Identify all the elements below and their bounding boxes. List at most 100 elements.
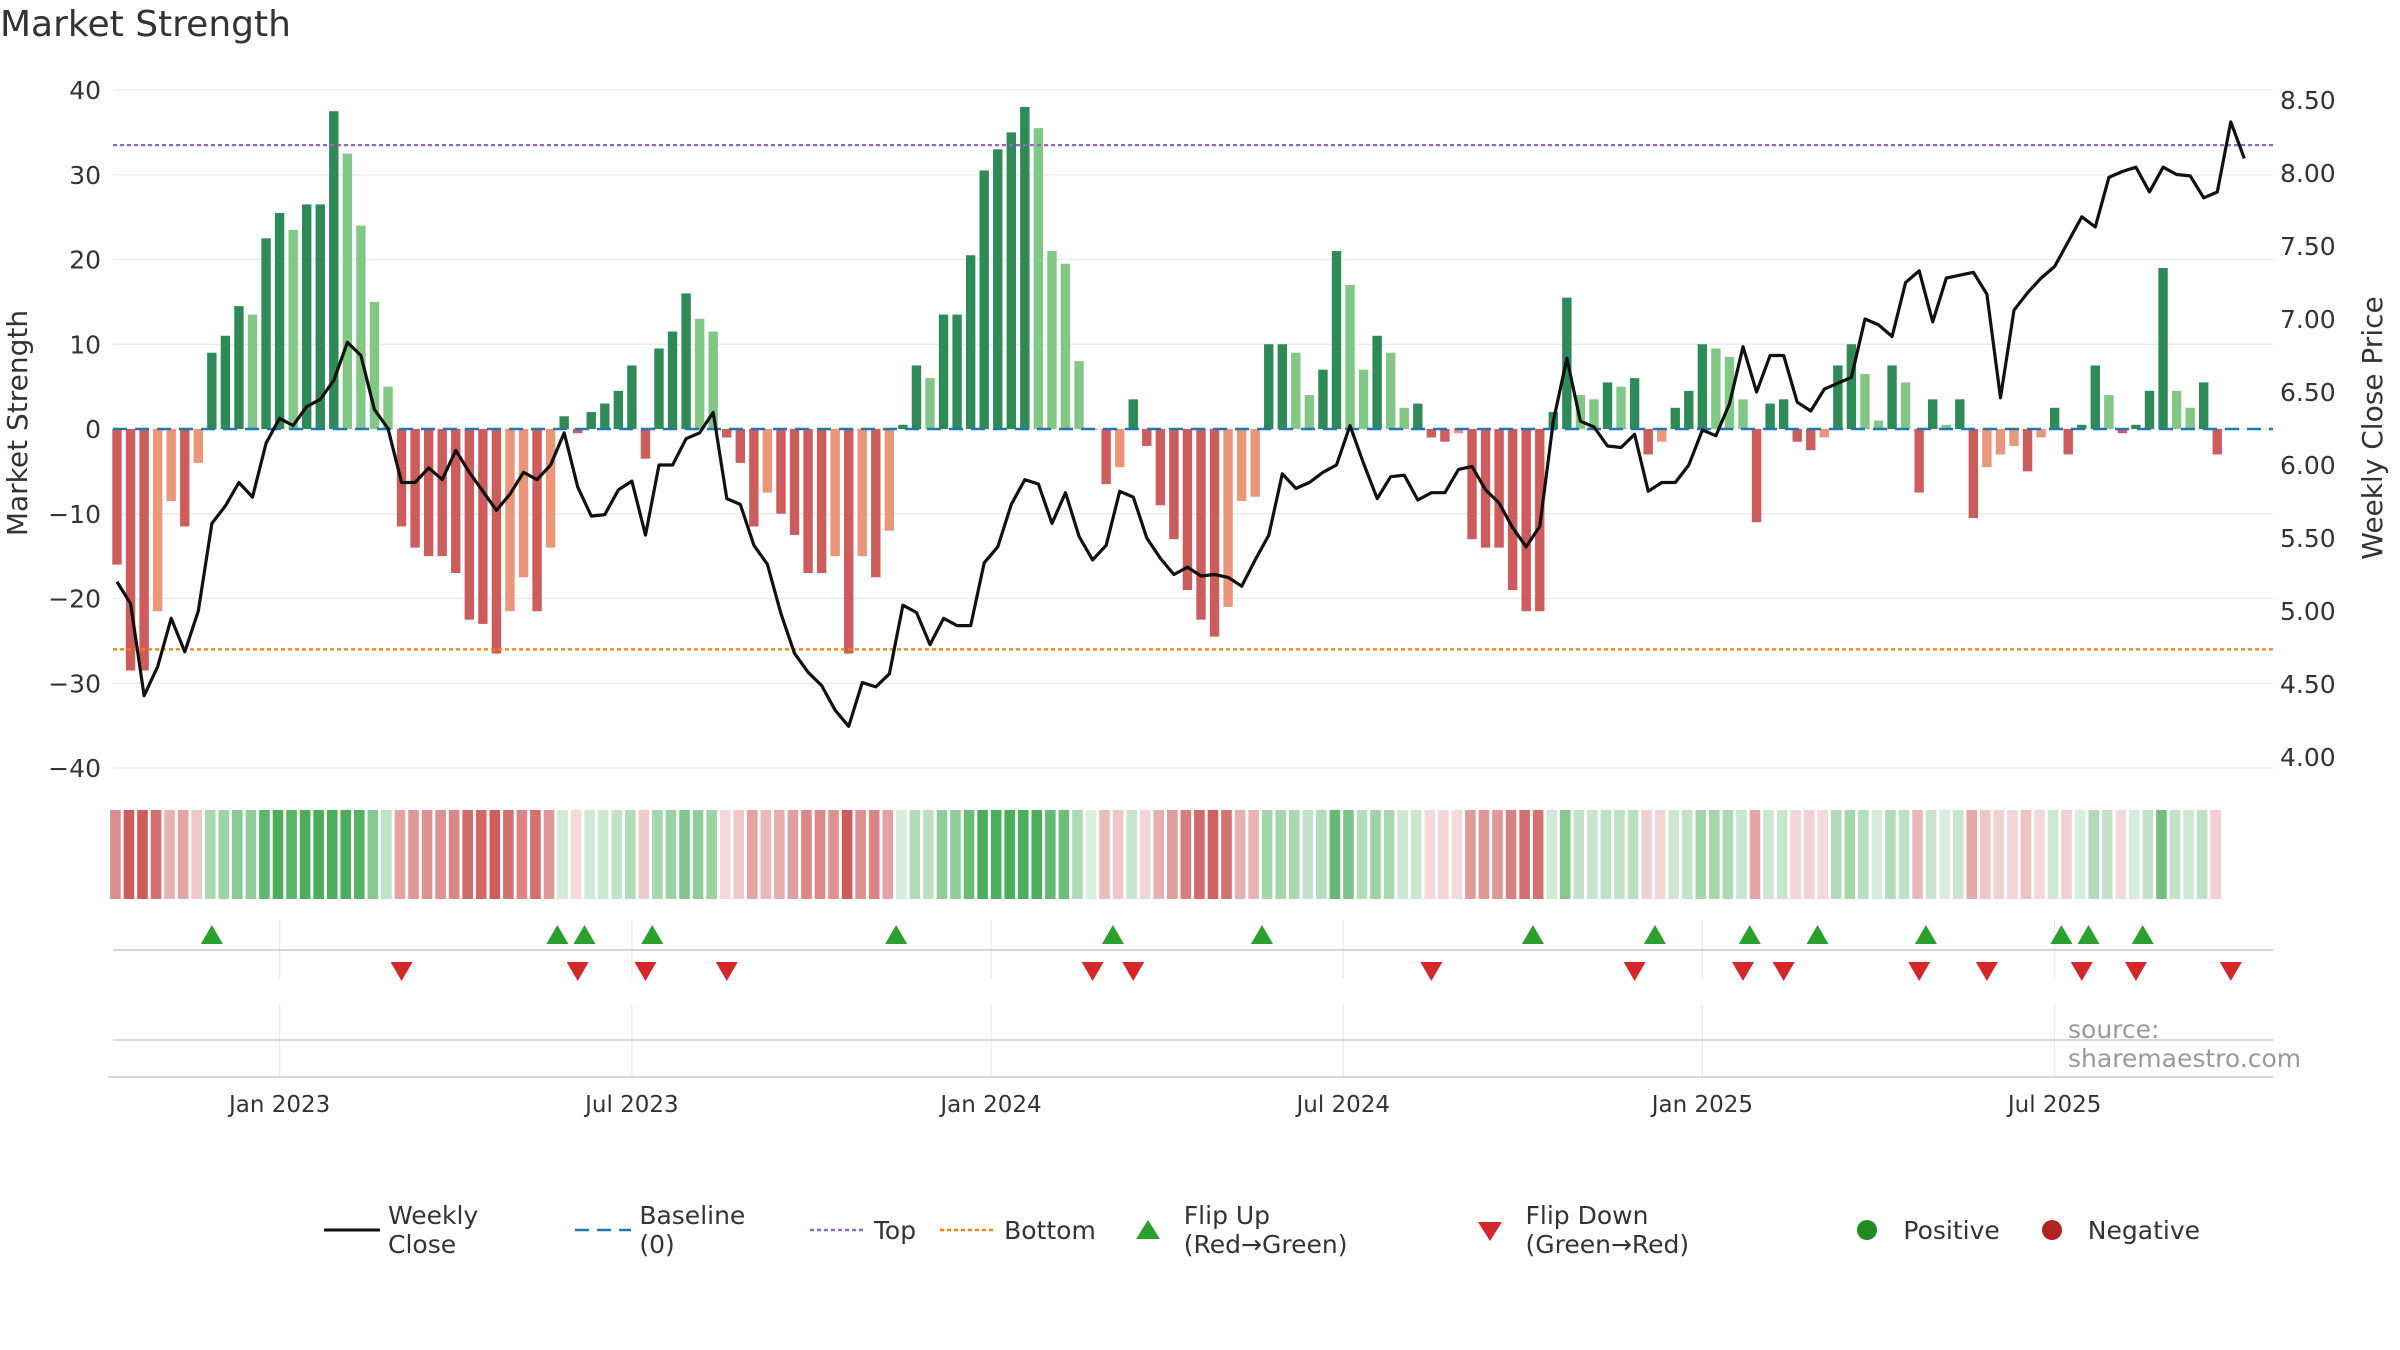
- heat-cell: [1993, 810, 2005, 899]
- strength-bar: [1169, 429, 1179, 540]
- strength-bar: [1968, 429, 1979, 518]
- heat-cell: [1668, 810, 1679, 899]
- heat-cell: [1627, 810, 1639, 899]
- heat-cell: [1234, 810, 1246, 899]
- strength-bar: [1264, 344, 1274, 429]
- heat-cell: [719, 810, 731, 899]
- y-tick-label: −20: [48, 585, 101, 614]
- heat-cell: [1370, 810, 1381, 899]
- heat-cell: [841, 810, 853, 899]
- strength-bar: [1277, 344, 1287, 429]
- strength-bar: [1060, 263, 1071, 429]
- strength-bar: [1792, 429, 1802, 442]
- strength-bar: [762, 429, 773, 493]
- strength-bar: [261, 238, 271, 429]
- heat-cell: [1112, 810, 1124, 899]
- strength-bar: [573, 429, 583, 434]
- heat-cell: [1167, 810, 1178, 899]
- strength-bar: [1751, 429, 1762, 523]
- flip-up-marker: [2050, 925, 2073, 944]
- flip-down-marker: [1122, 962, 1145, 981]
- heat-cell: [1722, 810, 1734, 899]
- strength-bar: [288, 229, 298, 429]
- strength-bar: [640, 429, 651, 459]
- strength-bar: [1887, 365, 1897, 429]
- heat-cell: [733, 810, 744, 899]
- heat-cell: [990, 810, 1002, 899]
- flip-up-marker: [1643, 925, 1666, 944]
- strength-bar: [1196, 429, 1206, 620]
- strength-bar: [1006, 132, 1016, 429]
- heat-cell: [2169, 810, 2181, 899]
- heat-cell: [489, 810, 501, 899]
- heat-cell: [1085, 810, 1097, 899]
- heat-cell: [2142, 810, 2154, 899]
- strength-bar: [938, 314, 949, 429]
- strength-bar: [1507, 429, 1518, 591]
- heat-cell: [679, 810, 690, 899]
- flip-down-triangle-icon: [1460, 1215, 1520, 1245]
- strength-bar: [423, 429, 434, 557]
- heat-cell: [977, 810, 988, 899]
- heat-cell: [137, 810, 148, 899]
- strength-bar: [830, 429, 840, 557]
- strength-bar: [925, 378, 935, 429]
- heat-cell: [801, 810, 812, 899]
- heat-cell: [1736, 810, 1747, 899]
- strength-bar: [1033, 128, 1044, 429]
- heat-cell: [1153, 810, 1165, 899]
- flip-down-marker: [2219, 962, 2242, 981]
- heat-cell: [394, 810, 406, 899]
- heat-cell: [1045, 810, 1056, 899]
- heat-cell: [1072, 810, 1083, 899]
- heat-cell: [1587, 810, 1598, 899]
- flip-up-marker: [2131, 925, 2154, 944]
- strength-bar: [1643, 429, 1653, 455]
- heat-cell: [313, 810, 324, 899]
- strength-bar: [1819, 429, 1829, 438]
- y-tick-label: −40: [48, 754, 101, 783]
- strength-bar: [1345, 284, 1355, 429]
- flip-up-marker: [2077, 925, 2100, 944]
- heat-cell: [448, 810, 460, 899]
- strength-bar: [1413, 403, 1423, 429]
- axes: 40 30 20 10 0 −10 −20 −30 −40 8.50 8.00 7.50 7.00 6.5…: [48, 76, 2335, 1118]
- heat-cell: [1465, 810, 1476, 899]
- heat-cell: [503, 810, 514, 899]
- heat-cell: [2156, 810, 2167, 899]
- strength-bar: [816, 429, 827, 574]
- strength-bar: [993, 149, 1003, 429]
- strength-bar: [125, 429, 136, 671]
- strength-bar: [1236, 429, 1247, 502]
- strength-bar: [694, 318, 705, 429]
- heat-cell: [543, 810, 555, 899]
- flip-down-marker: [566, 962, 589, 981]
- flip-down-marker: [1732, 962, 1754, 981]
- flip-up-marker: [200, 925, 223, 944]
- strength-bar: [139, 429, 149, 671]
- heat-cell: [909, 810, 921, 899]
- strength-bar: [247, 314, 258, 429]
- flip-markers: [200, 925, 2242, 981]
- heat-cell: [299, 810, 311, 899]
- strength-bar: [586, 412, 596, 429]
- strength-bar: [274, 212, 285, 429]
- baseline-dash-icon: [573, 1215, 633, 1245]
- source-watermark: source: sharemaestro.com: [2068, 1015, 2302, 1073]
- heat-cell: [2034, 810, 2045, 899]
- heat-cell: [611, 810, 623, 899]
- strength-bar: [857, 429, 867, 557]
- strength-bar: [627, 365, 637, 429]
- strength-bar: [329, 111, 339, 429]
- strength-bar: [1697, 344, 1708, 429]
- strength-bar: [220, 335, 231, 429]
- strength-heat-strip: [110, 810, 2221, 899]
- heat-cell: [1505, 810, 1517, 899]
- heat-cell: [367, 810, 379, 899]
- strength-bar: [342, 153, 353, 429]
- x-tick-label: Jan 2023: [227, 1092, 330, 1118]
- strength-bar: [1304, 395, 1315, 429]
- heat-cell: [1451, 810, 1463, 899]
- heat-cell: [530, 810, 541, 899]
- strength-bar: [545, 429, 556, 548]
